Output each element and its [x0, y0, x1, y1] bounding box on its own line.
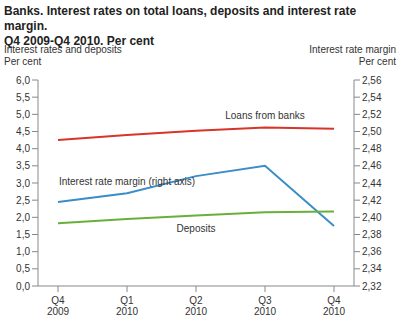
svg-text:Q12010: Q12010: [116, 295, 139, 317]
svg-text:Deposits: Deposits: [177, 223, 216, 234]
svg-text:2,46: 2,46: [362, 160, 382, 171]
svg-text:3,0: 3,0: [16, 178, 30, 189]
svg-text:2,54: 2,54: [362, 92, 382, 103]
svg-text:5,0: 5,0: [16, 109, 30, 120]
svg-text:4,5: 4,5: [16, 126, 30, 137]
svg-text:1,5: 1,5: [16, 229, 30, 240]
svg-text:2,44: 2,44: [362, 178, 382, 189]
svg-text:Interest rate margin (right ax: Interest rate margin (right axis): [59, 176, 195, 187]
svg-text:Loans from banks: Loans from banks: [225, 110, 305, 121]
svg-text:2,52: 2,52: [362, 109, 382, 120]
svg-text:2,48: 2,48: [362, 143, 382, 154]
svg-text:2,38: 2,38: [362, 229, 382, 240]
html-text:Banks. Interest rates on total: Banks. Interest rates on total loans, de…: [4, 4, 357, 33]
html-text:Per cent: Per cent: [4, 56, 42, 67]
svg-text:3,5: 3,5: [16, 160, 30, 171]
svg-text:0,0: 0,0: [16, 281, 30, 292]
svg-text:2,32: 2,32: [362, 281, 382, 292]
svg-text:2,56: 2,56: [362, 75, 382, 86]
svg-text:4,0: 4,0: [16, 143, 30, 154]
svg-text:6,0: 6,0: [16, 75, 30, 86]
svg-text:2,5: 2,5: [16, 195, 30, 206]
svg-text:2,36: 2,36: [362, 246, 382, 257]
svg-text:1,0: 1,0: [16, 246, 30, 257]
svg-text:Q42009: Q42009: [47, 295, 70, 317]
svg-text:2,34: 2,34: [362, 263, 382, 274]
html-text:Interest rates and deposits: Interest rates and deposits: [4, 44, 122, 55]
html-text:Interest rate margin: Interest rate margin: [309, 44, 396, 55]
html-text:Per cent: Per cent: [358, 56, 396, 67]
svg-text:2,50: 2,50: [362, 126, 382, 137]
svg-text:Q22010: Q22010: [185, 295, 208, 317]
svg-text:2,42: 2,42: [362, 195, 382, 206]
svg-text:Q42010: Q42010: [323, 295, 346, 317]
html-text:Q4 2009-Q4 2010. Per cent: Q4 2009-Q4 2010. Per cent: [4, 34, 155, 48]
svg-text:5,5: 5,5: [16, 92, 30, 103]
svg-text:2,0: 2,0: [16, 212, 30, 223]
svg-text:Q32010: Q32010: [254, 295, 277, 317]
svg-text:0,5: 0,5: [16, 263, 30, 274]
svg-text:2,40: 2,40: [362, 212, 382, 223]
